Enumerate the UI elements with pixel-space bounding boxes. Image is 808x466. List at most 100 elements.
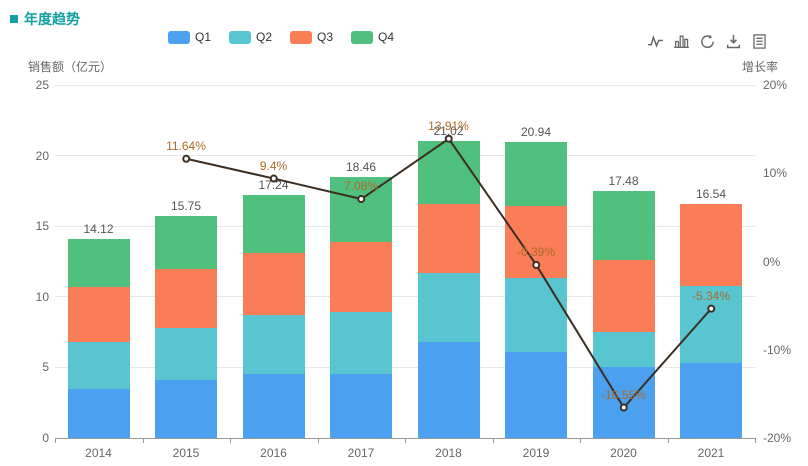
x-axis-tick [755, 438, 756, 443]
legend-item-q1[interactable]: Q1 [168, 30, 211, 44]
y2-axis-tick-label: -10% [763, 342, 792, 357]
bar-segment-q2-2016[interactable] [242, 315, 305, 375]
bar-segment-q2-2014[interactable] [67, 341, 130, 389]
right-axis-title: 增长率 [741, 60, 778, 74]
growth-rate-label: -5.34% [691, 288, 731, 303]
legend-marker-icon [168, 30, 190, 44]
gridline [55, 155, 755, 157]
bar-segment-q3-2017[interactable] [330, 241, 393, 313]
bar-segment-q3-2014[interactable] [67, 286, 130, 342]
legend-marker-icon [290, 30, 313, 44]
download-icon[interactable] [725, 33, 742, 50]
line-point-2016[interactable] [269, 174, 278, 183]
bar-segment-q3-2015[interactable] [155, 268, 218, 328]
bar-segment-q4-2019[interactable] [505, 142, 568, 207]
x-axis-tick [55, 438, 56, 443]
bar-segment-q4-2014[interactable] [67, 238, 130, 287]
bar-segment-q1-2018[interactable] [417, 341, 480, 438]
growth-rate-label: 13.91% [428, 118, 469, 133]
bar-total-label: 18.46 [345, 160, 377, 175]
restore-icon[interactable] [699, 33, 716, 50]
bar-segment-q1-2021[interactable] [680, 363, 743, 438]
growth-rate-label: 9.4% [259, 158, 288, 173]
line-point-2019[interactable] [532, 260, 541, 269]
left-axis-title: 销售额（亿元） [28, 60, 113, 74]
x-axis-category-label: 2014 [85, 446, 112, 460]
growth-rate-label: -16.55% [601, 387, 646, 402]
line-point-2020[interactable] [619, 403, 628, 412]
bar-segment-q1-2020[interactable] [592, 367, 655, 438]
y2-axis-tick-label: 0% [763, 254, 781, 269]
y-axis-tick-label: 20 [35, 148, 49, 163]
bar-total-label: 14.12 [83, 221, 114, 236]
growth-rate-label: 11.64% [166, 138, 206, 153]
legend-item-q4[interactable]: Q4 [351, 30, 394, 44]
x-axis-category-label: 2018 [435, 446, 462, 460]
gridline [55, 84, 755, 86]
legend-label: Q2 [256, 30, 273, 44]
bar-chart-icon[interactable] [673, 33, 690, 50]
y-axis-tick-label: 15 [35, 219, 49, 234]
x-axis-tick [142, 438, 144, 443]
bar-segment-q2-2019[interactable] [505, 278, 568, 352]
bar-segment-q3-2018[interactable] [417, 203, 480, 273]
bar-segment-q3-2016[interactable] [242, 253, 305, 316]
bar-segment-q2-2017[interactable] [330, 312, 393, 375]
chart-toolbar [647, 33, 768, 50]
legend-item-q3[interactable]: Q3 [290, 30, 333, 44]
y-axis-tick-label: 25 [35, 78, 49, 92]
bar-segment-q4-2020[interactable] [592, 191, 655, 261]
bar-segment-q1-2015[interactable] [155, 380, 218, 438]
x-axis-category-label: 2021 [697, 446, 725, 460]
bar-total-label: 21.02 [433, 124, 464, 139]
legend-label: Q1 [195, 30, 212, 44]
chart-title: 年度趋势 [24, 11, 80, 27]
bar-segment-q1-2017[interactable] [330, 374, 393, 438]
line-point-2021[interactable] [707, 304, 716, 313]
y-axis-tick-label: 0 [42, 431, 49, 445]
legend: Q1 Q2 Q3 Q4 [168, 30, 394, 44]
legend-label: Q3 [317, 30, 334, 44]
title-bullet-icon [10, 15, 18, 23]
growth-rate-label: 7.08% [343, 179, 379, 194]
bar-segment-q3-2020[interactable] [592, 260, 655, 333]
bar-segment-q2-2018[interactable] [417, 272, 480, 342]
legend-label: Q4 [378, 30, 395, 44]
x-axis-tick [405, 438, 406, 443]
bar-total-label: 15.75 [170, 198, 202, 213]
bar-segment-q1-2014[interactable] [67, 388, 130, 438]
x-axis-tick [580, 438, 581, 443]
line-point-2018[interactable] [444, 134, 453, 143]
legend-marker-icon [229, 30, 252, 44]
bar-segment-q1-2019[interactable] [505, 351, 568, 438]
bar-total-label: 16.54 [695, 187, 727, 202]
y2-axis-tick-label: 20% [763, 78, 788, 92]
legend-item-q2[interactable]: Q2 [229, 30, 272, 44]
bar-segment-q2-2020[interactable] [592, 332, 655, 368]
chart-title-row: 年度趋势 [10, 9, 80, 29]
bar-segment-q4-2015[interactable] [155, 215, 218, 269]
bar-segment-q4-2016[interactable] [242, 194, 305, 254]
x-axis-tick [492, 438, 494, 443]
x-axis-category-label: 2015 [172, 446, 200, 460]
line-point-2017[interactable] [357, 195, 366, 204]
line-point-2015[interactable] [182, 154, 191, 163]
data-view-icon[interactable] [751, 33, 768, 50]
x-axis-tick [230, 438, 231, 443]
x-axis-tick [317, 438, 319, 443]
y-axis-tick-label: 10 [35, 289, 49, 304]
y2-axis-tick-label: 10% [763, 166, 788, 181]
line-chart-icon[interactable] [647, 33, 664, 50]
bar-segment-q2-2015[interactable] [155, 327, 218, 381]
bar-total-label: 20.94 [520, 125, 552, 140]
bar-segment-q3-2021[interactable] [680, 204, 743, 286]
x-axis-category-label: 2017 [347, 446, 375, 460]
bar-segment-q1-2016[interactable] [242, 374, 305, 438]
x-axis-tick [667, 438, 669, 443]
bar-total-label: 17.48 [608, 174, 639, 189]
legend-marker-icon [351, 30, 374, 44]
bar-segment-q4-2018[interactable] [417, 141, 480, 204]
x-axis-category-label: 2020 [610, 446, 637, 460]
